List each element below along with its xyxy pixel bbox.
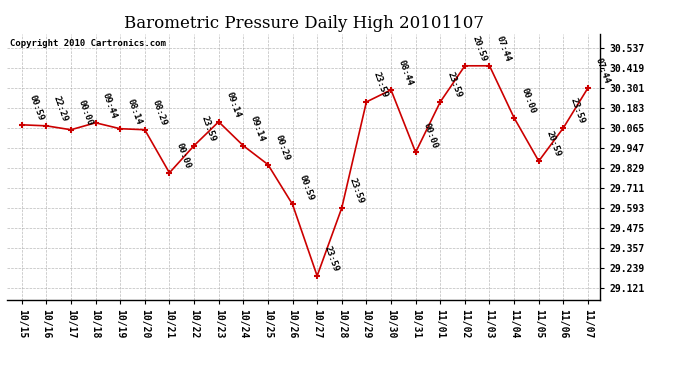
Text: 00:00: 00:00 — [175, 142, 193, 170]
Text: 23:59: 23:59 — [347, 177, 365, 205]
Text: 09:14: 09:14 — [249, 115, 266, 143]
Text: 20:59: 20:59 — [471, 35, 488, 63]
Text: 20:59: 20:59 — [544, 130, 562, 158]
Text: 00:00: 00:00 — [77, 99, 94, 127]
Text: 22:29: 22:29 — [52, 95, 70, 123]
Text: 07:44: 07:44 — [495, 35, 513, 63]
Text: 23:59: 23:59 — [199, 115, 217, 143]
Text: 23:59: 23:59 — [446, 71, 464, 99]
Text: 08:44: 08:44 — [397, 59, 414, 87]
Text: 23:59: 23:59 — [569, 97, 586, 125]
Text: 23:59: 23:59 — [323, 245, 340, 273]
Text: 09:14: 09:14 — [224, 91, 242, 119]
Text: 09:44: 09:44 — [101, 92, 119, 120]
Text: 23:59: 23:59 — [372, 71, 390, 99]
Text: 00:59: 00:59 — [298, 173, 316, 202]
Text: Copyright 2010 Cartronics.com: Copyright 2010 Cartronics.com — [10, 39, 166, 48]
Text: 00:59: 00:59 — [27, 94, 45, 122]
Text: 08:14: 08:14 — [126, 98, 144, 126]
Text: 00:29: 00:29 — [273, 134, 291, 162]
Text: 07:44: 07:44 — [593, 57, 611, 85]
Text: 08:29: 08:29 — [150, 99, 168, 127]
Text: 00:00: 00:00 — [421, 121, 439, 150]
Title: Barometric Pressure Daily High 20101107: Barometric Pressure Daily High 20101107 — [124, 15, 484, 32]
Text: 00:00: 00:00 — [520, 87, 538, 115]
